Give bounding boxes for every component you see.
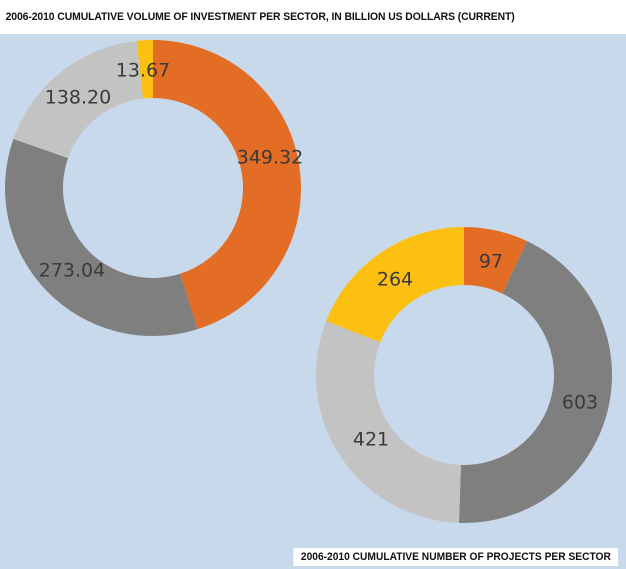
- chart-title-projects: 2006-2010 CUMULATIVE NUMBER OF PROJECTS …: [293, 548, 618, 566]
- slice-label: 138.20: [45, 87, 111, 109]
- slice-349-32: [153, 40, 301, 330]
- bottom-strip: 2006-2010 CUMULATIVE NUMBER OF PROJECTS …: [0, 545, 626, 569]
- donut-projects: 97 603 421 264: [316, 227, 613, 523]
- slice-603: [458, 241, 613, 523]
- slice-273-04: [4, 138, 198, 336]
- slice-421: [316, 321, 461, 523]
- chart-title-investment: 2006-2010 CUMULATIVE VOLUME OF INVESTMEN…: [0, 0, 583, 34]
- slice-label: 421: [353, 429, 389, 451]
- slice-label: 349.32: [237, 147, 303, 169]
- slice-label: 603: [562, 392, 598, 414]
- slice-138-20: [13, 40, 144, 159]
- slice-label: 273.04: [39, 260, 105, 282]
- slice-label: 97: [479, 251, 503, 273]
- slice-label: 13.67: [116, 60, 170, 82]
- slice-97: [464, 227, 528, 294]
- slice-13-67: [136, 40, 153, 99]
- slice-264: [326, 227, 464, 343]
- slice-label: 264: [377, 269, 413, 291]
